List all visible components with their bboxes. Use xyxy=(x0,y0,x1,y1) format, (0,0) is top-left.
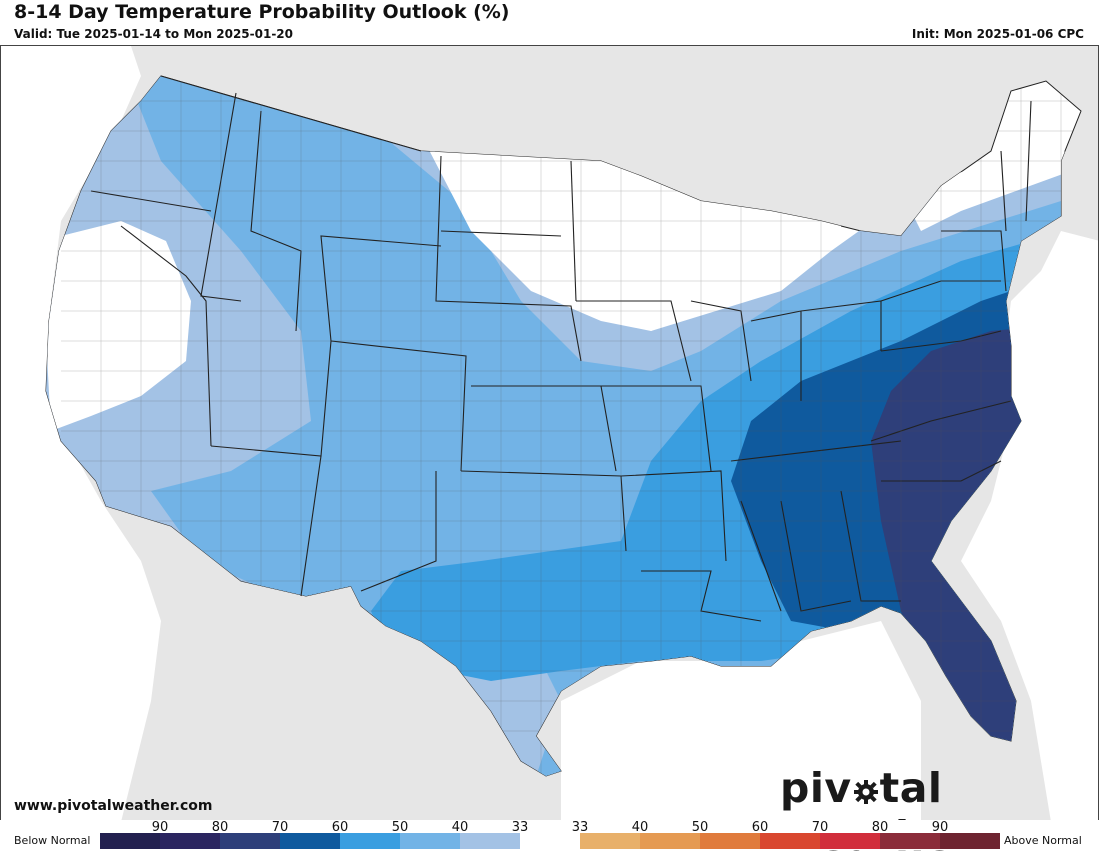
legend-swatch xyxy=(160,833,220,849)
legend-tick-label: 40 xyxy=(631,820,649,835)
legend-tick-label: 33 xyxy=(571,820,589,835)
legend-tick-label: 60 xyxy=(751,820,769,835)
legend-tick-label: 80 xyxy=(211,820,229,835)
color-legend: Below Normal 90 80 70 60 50 40 33 33 40 50 60 70 80 9… xyxy=(0,820,1100,850)
legend-tick-label: 40 xyxy=(451,820,469,835)
legend-swatch xyxy=(820,833,880,849)
legend-swatch xyxy=(460,833,520,849)
pacific-ocean xyxy=(1,46,161,820)
contour-normal-california xyxy=(46,221,191,431)
legend-above-label: Above Normal xyxy=(1004,834,1082,847)
legend-swatch xyxy=(580,833,640,849)
website-url: www.pivotalweather.com xyxy=(14,798,213,814)
header: 8-14 Day Temperature Probability Outlook… xyxy=(0,0,1100,46)
legend-tick-label: 80 xyxy=(871,820,889,835)
legend-tick-label: 90 xyxy=(151,820,169,835)
map-canvas xyxy=(1,46,1098,820)
legend-swatch xyxy=(880,833,940,849)
legend-swatch xyxy=(940,833,1000,849)
legend-swatch xyxy=(520,833,580,849)
legend-tick-label: 33 xyxy=(511,820,529,835)
gear-icon xyxy=(853,780,878,804)
init-time: Init: Mon 2025-01-06 CPC xyxy=(911,27,1084,41)
legend-swatch xyxy=(400,833,460,849)
legend-bar xyxy=(100,833,1000,849)
gulf-of-mexico xyxy=(561,621,921,820)
logo-text-left: piv xyxy=(780,764,852,812)
legend-tick-label: 70 xyxy=(811,820,829,835)
legend-swatch xyxy=(280,833,340,849)
legend-swatch xyxy=(700,833,760,849)
legend-tick-label: 90 xyxy=(931,820,949,835)
legend-tick-label: 50 xyxy=(391,820,409,835)
legend-swatch xyxy=(220,833,280,849)
map-panel xyxy=(0,45,1099,821)
legend-swatch xyxy=(340,833,400,849)
legend-tick-label: 60 xyxy=(331,820,349,835)
legend-tick-label: 70 xyxy=(271,820,289,835)
map-title: 8-14 Day Temperature Probability Outlook… xyxy=(14,1,510,23)
legend-tick-label: 50 xyxy=(691,820,709,835)
legend-swatch xyxy=(640,833,700,849)
valid-period: Valid: Tue 2025-01-14 to Mon 2025-01-20 xyxy=(14,27,294,41)
legend-swatch xyxy=(760,833,820,849)
legend-below-label: Below Normal xyxy=(14,834,91,847)
legend-swatch xyxy=(100,833,160,849)
atlantic-ocean xyxy=(961,231,1098,820)
legend-ticks: 90 80 70 60 50 40 33 33 40 50 60 70 80 90 xyxy=(100,820,1000,835)
